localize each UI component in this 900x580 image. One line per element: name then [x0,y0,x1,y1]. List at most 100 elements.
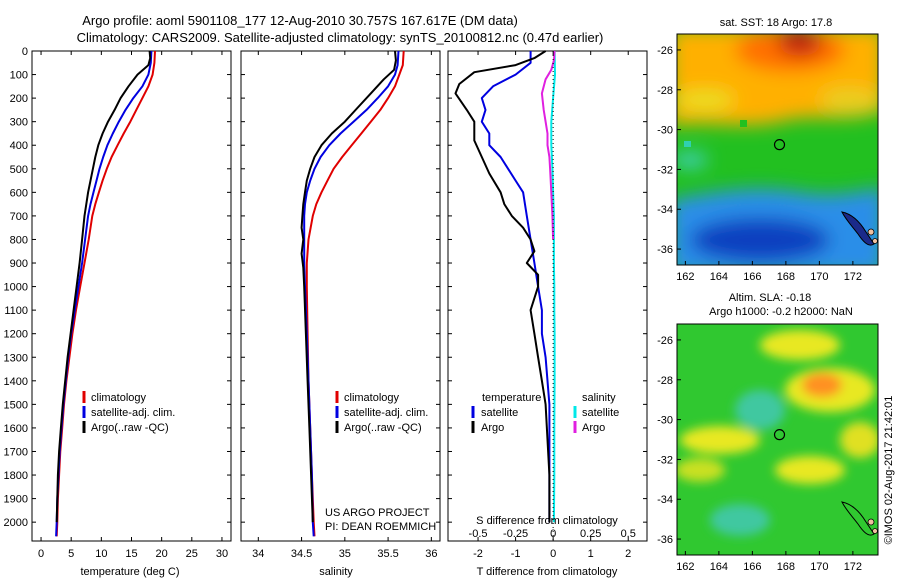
x-tick-label: 1 [588,548,594,560]
salinity-series-group [300,50,405,537]
pi-credit: PI: DEAN ROEMMICH [325,521,436,533]
legend-label-satellite: satellite-adj. clim. [344,407,428,419]
series-line-temperature-argo [454,50,551,523]
sla-map-subtitle: Argo h1000: -0.2 h2000: NaN [709,306,853,318]
series-line-argo-raw-qc- [55,50,152,523]
top-tick-label: 0.25 [580,528,601,540]
series-line-salinity-satellite [550,50,556,523]
x-tick-label: 0 [550,548,556,560]
sla-region-yellow-high [677,458,725,482]
x-tick-label: 25 [186,548,198,560]
x-tick-label: 34 [252,548,264,560]
depth-tick-label: 1600 [4,423,28,435]
sst-pixel-patch [684,141,691,147]
map-x-tick-label: 168 [777,561,795,573]
difference-x-axis: -2 -1 0 1 2 [473,51,631,560]
depth-tick-label: 2000 [4,517,28,529]
top-tick-label: -0.5 [469,528,488,540]
sla-map-frame [676,323,879,556]
map-x-tick-label: 170 [810,561,828,573]
difference-x-label: T difference from climatology [477,566,618,578]
map-y-tick-label: -32 [657,454,673,466]
legend-label-satellite: satellite-adj. clim. [91,407,175,419]
legend-label-temp-satellite: satellite [481,407,518,419]
depth-tick-label: 1400 [4,376,28,388]
depth-tick-label: 900 [10,258,28,270]
map-y-tick-label: -28 [657,85,673,97]
imos-footer: ©IMOS 02-Aug-2017 21:42:01 [883,396,895,545]
sst-argo-position-marker [773,139,786,151]
project-credit: US ARGO PROJECT [325,507,430,519]
sla-region-cyan-low [735,390,785,430]
x-tick-label: 5 [68,548,74,560]
sla-region-yellow-high [775,456,845,484]
map-x-tick-label: 162 [676,561,694,573]
sst-region-cyan-patch [677,152,708,168]
sst-region-hot-spot [778,34,822,56]
x-tick-label: 10 [95,548,107,560]
x-tick-label: 35 [339,548,351,560]
series-line-satellite-adj-clim- [303,50,400,537]
map-y-tick-label: -34 [657,494,673,506]
x-tick-label: 2 [625,548,631,560]
legend-label-sal-argo: Argo [582,422,605,434]
sla-region-yellow-high [680,426,760,454]
depth-tick-label: 400 [10,140,28,152]
map-y-tick-label: -28 [657,375,673,387]
map-y-tick-label: -34 [657,204,673,216]
depth-tick-label: 1100 [4,305,28,317]
map-y-tick-label: -26 [657,45,673,57]
map-x-tick-label: 166 [743,271,761,283]
legend-label-argo: Argo(..raw -QC) [344,422,422,434]
depth-tick-label: 1900 [4,494,28,506]
depth-axis: 0 100 200 300 400 500 600 700 800 900 1000 1100 1200… [4,46,647,529]
figure-title-line1: Argo profile: aoml 5901108_177 12-Aug-20… [82,13,518,28]
temperature-x-axis: 0 5 10 15 20 25 30 [38,51,228,560]
sst-map-axes: 162 164 166 168 170 172 -26 -28 -30 -32 -34 -36 [657,45,862,283]
depth-tick-label: 1500 [4,399,28,411]
x-tick-label: -1 [511,548,521,560]
island-marker [872,238,878,244]
x-tick-label: 0 [38,548,44,560]
depth-tick-label: 0 [22,46,28,58]
sst-region-yellow-band-east [820,88,878,112]
sst-map-title: sat. SST: 18 Argo: 17.8 [720,17,833,29]
x-tick-label: 34.5 [291,548,312,560]
depth-tick-label: 300 [10,117,28,129]
island-marker [872,528,878,534]
legend-label-argo: Argo(..raw -QC) [91,422,169,434]
depth-tick-label: 1300 [4,352,28,364]
map-x-tick-label: 172 [844,271,862,283]
difference-top-axis: -0.5 -0.25 0 0.25 0.5 [469,528,636,540]
series-line-climatology [305,50,405,537]
new-caledonia-outline [841,501,875,536]
temperature-legend: climatology satellite-adj. clim. Argo(..… [82,391,175,434]
temperature-panel-frame [31,50,232,542]
salinity-legend: climatology satellite-adj. clim. Argo(..… [335,391,428,434]
sla-heatmap [677,324,878,555]
sla-argo-position-marker [773,429,786,441]
series-line-temperature-satellite [480,51,551,523]
depth-tick-label: 1700 [4,446,28,458]
map-x-tick-label: 164 [710,271,728,283]
depth-tick-label: 200 [10,93,28,105]
series-line-argo-raw-qc- [300,50,397,523]
legend-label-climatology: climatology [344,392,400,404]
x-tick-label: -2 [473,548,483,560]
series-line-salinity-argo [540,50,556,240]
sst-map-frame [676,33,879,266]
sla-region-orange-peak [802,373,842,397]
map-y-tick-label: -30 [657,415,673,427]
depth-tick-label: 100 [10,70,28,82]
depth-tick-label: 1200 [4,329,28,341]
sla-map-axes: 162 164 166 168 170 172 -26 -28 -30 -32 -34 -36 [657,335,862,573]
depth-tick-label: 700 [10,211,28,223]
sst-region-deep-blue [690,218,830,262]
difference-top-label: S difference from climatology [476,515,618,527]
legend-header-temperature: temperature [482,392,541,404]
map-y-tick-label: -32 [657,164,673,176]
depth-tick-label: 800 [10,234,28,246]
legend-label-sal-satellite: satellite [582,407,619,419]
map-y-tick-label: -30 [657,125,673,137]
sst-region-yellow-band [677,90,735,110]
